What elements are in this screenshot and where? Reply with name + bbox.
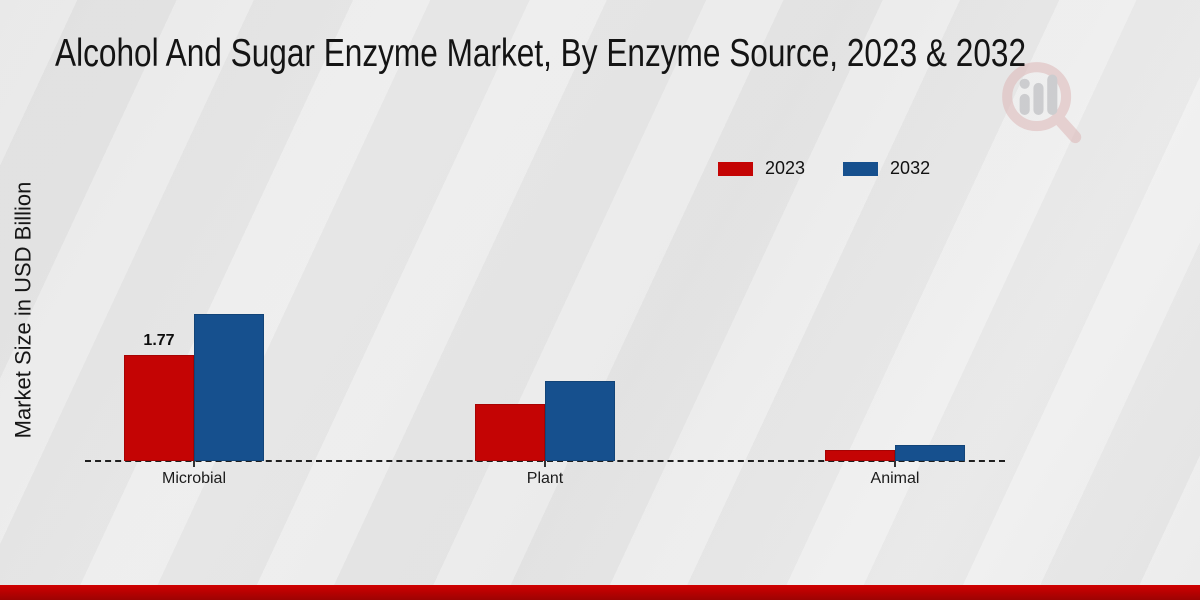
bar-2023-plant xyxy=(475,404,545,461)
legend: 2023 2032 xyxy=(718,158,930,179)
bar-value-label-2023-microbial: 1.77 xyxy=(143,332,175,349)
legend-label-2023: 2023 xyxy=(765,158,806,178)
bar-2032-animal xyxy=(895,445,965,461)
legend-item-2023: 2023 xyxy=(718,158,805,179)
chart-title: Alcohol And Sugar Enzyme Market, By Enzy… xyxy=(55,32,1027,75)
magnifier-bar-chart-logo-icon xyxy=(1002,62,1082,144)
x-axis-tick-plant xyxy=(544,461,546,467)
legend-swatch-2023 xyxy=(718,161,753,176)
category-label-microbial: Microbial xyxy=(161,470,226,487)
legend-swatch-2032 xyxy=(843,161,879,176)
x-axis-tick-animal xyxy=(894,461,896,467)
bar-2032-plant xyxy=(545,381,615,461)
bar-2023-microbial xyxy=(124,355,194,461)
bar-2032-microbial xyxy=(194,314,264,461)
footer-accent-band xyxy=(0,585,1200,600)
x-axis-tick-microbial xyxy=(193,461,195,467)
category-label-plant: Plant xyxy=(526,470,564,487)
legend-label-2032: 2032 xyxy=(890,158,931,178)
bar-2023-animal xyxy=(825,450,895,461)
category-label-animal: Animal xyxy=(870,470,920,487)
legend-item-2032: 2032 xyxy=(843,158,930,179)
